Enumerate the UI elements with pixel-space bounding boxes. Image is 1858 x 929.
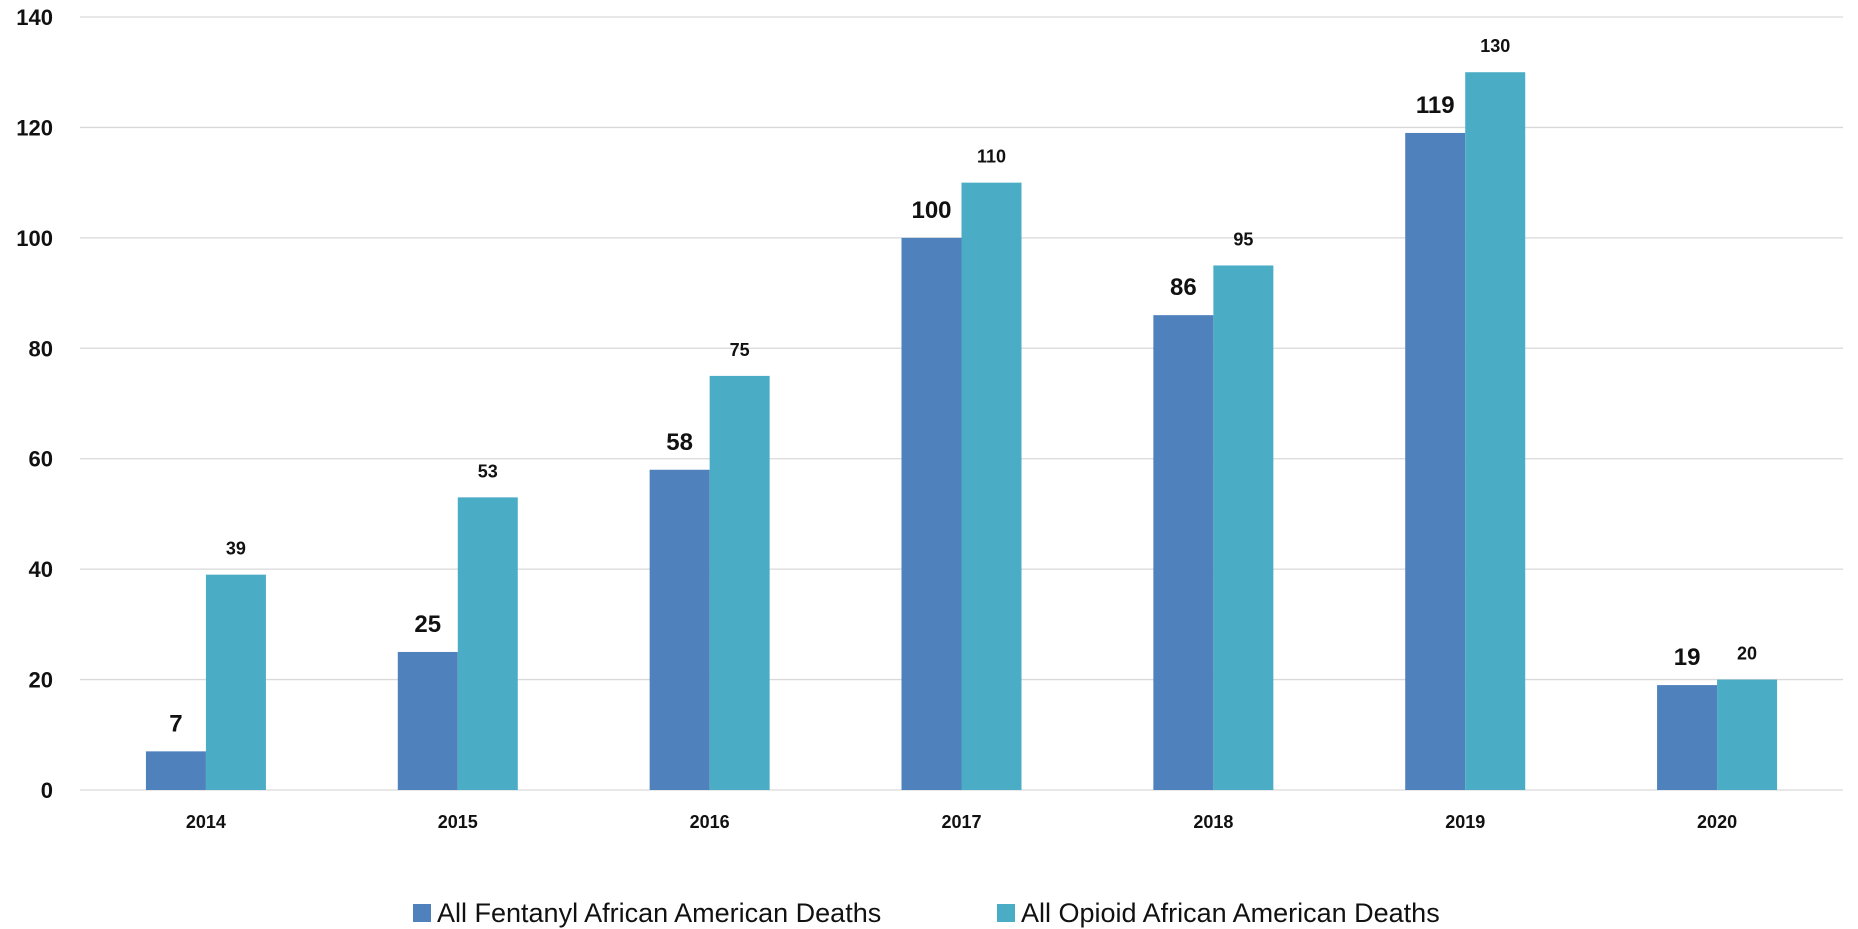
- x-tick-label: 2018: [1193, 812, 1233, 832]
- y-tick-label: 80: [29, 336, 53, 361]
- bar: [145, 751, 206, 790]
- y-tick-label: 0: [41, 778, 53, 803]
- x-tick-label: 2017: [941, 812, 981, 832]
- data-label: 19: [1674, 644, 1701, 671]
- bar: [1153, 315, 1214, 790]
- y-axis: 0 20 40 60 80 100 120 140: [16, 5, 53, 803]
- data-label: 95: [1233, 229, 1253, 249]
- data-label: 119: [1416, 92, 1455, 119]
- data-labels: 7 39 25 53 58 75 100 110 86 95 119 130 19 20: [169, 36, 1757, 737]
- bar: [397, 651, 458, 790]
- y-tick-label: 140: [16, 5, 53, 30]
- y-tick-label: 120: [16, 115, 53, 140]
- x-axis: 2014 2015 2016 2017 2018 2019 2020: [186, 812, 1737, 832]
- data-label: 20: [1737, 644, 1757, 664]
- x-tick-label: 2020: [1697, 812, 1737, 832]
- data-label: 7: [169, 710, 182, 737]
- y-tick-label: 60: [29, 447, 53, 472]
- legend-label: All Fentanyl African American Deaths: [437, 898, 881, 928]
- bars: [145, 72, 1778, 791]
- bar: [1465, 72, 1526, 790]
- legend: All Fentanyl African American Deaths All …: [413, 898, 1440, 928]
- bar: [1213, 265, 1274, 790]
- data-label: 75: [730, 340, 750, 360]
- data-label: 58: [666, 429, 693, 456]
- data-label: 100: [911, 197, 951, 224]
- data-label: 130: [1480, 36, 1510, 56]
- legend-swatch: [413, 904, 431, 922]
- x-tick-label: 2016: [690, 812, 730, 832]
- data-label: 25: [414, 611, 441, 638]
- bar: [961, 182, 1022, 791]
- data-label: 86: [1170, 274, 1197, 301]
- x-tick-label: 2015: [438, 812, 478, 832]
- bar: [457, 497, 518, 790]
- bar: [709, 375, 770, 790]
- bar: [649, 469, 710, 790]
- data-label: 53: [478, 461, 498, 481]
- bar: [901, 237, 962, 790]
- data-label: 110: [977, 147, 1006, 167]
- x-tick-label: 2014: [186, 812, 226, 832]
- y-tick-label: 100: [16, 226, 53, 251]
- y-tick-label: 40: [29, 557, 53, 582]
- bar: [1717, 679, 1778, 790]
- x-tick-label: 2019: [1445, 812, 1485, 832]
- data-label: 39: [226, 539, 246, 559]
- y-tick-label: 20: [29, 668, 53, 693]
- bar: [1405, 132, 1466, 790]
- legend-swatch: [997, 904, 1015, 922]
- bar: [1657, 685, 1718, 790]
- bar: [205, 574, 266, 790]
- legend-label: All Opioid African American Deaths: [1021, 898, 1440, 928]
